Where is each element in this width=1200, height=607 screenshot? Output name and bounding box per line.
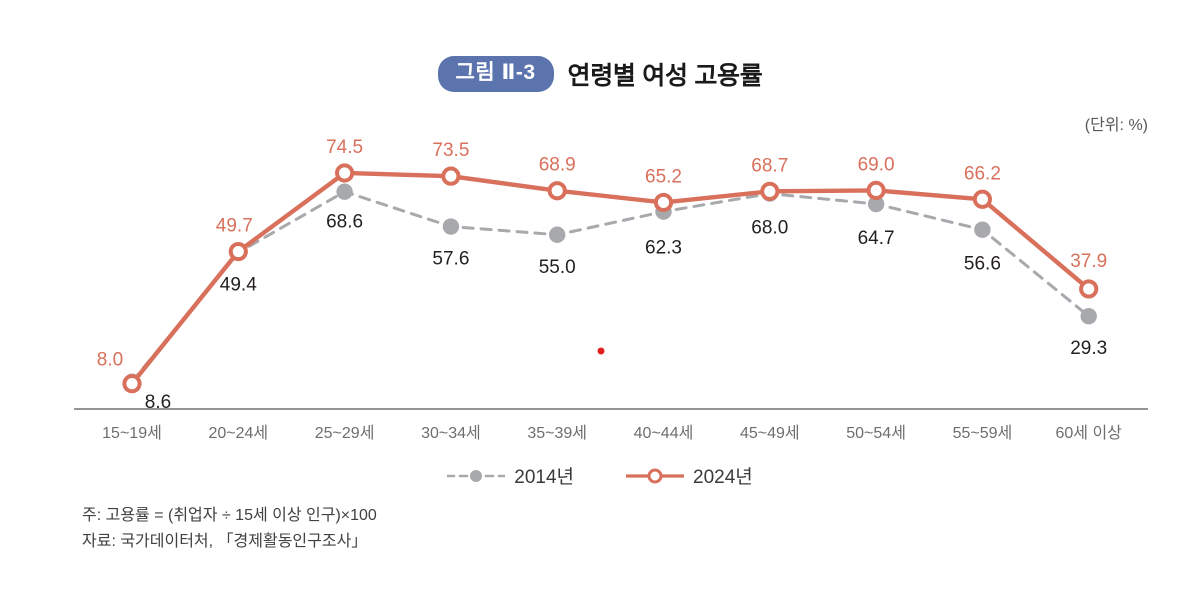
legend-item-2024[interactable]: 2024년 <box>626 462 753 489</box>
footnote-note: 주: 고용률 = (취업자 ÷ 15세 이상 인구)×100 <box>82 507 377 524</box>
svg-text:57.6: 57.6 <box>432 249 469 270</box>
series-2024-markers <box>122 163 1099 394</box>
legend-swatch-2024-icon <box>626 468 684 483</box>
svg-text:50~54세: 50~54세 <box>846 424 906 442</box>
line-chart: 8.649.468.657.6 55.062.368.0 64.756.629.3 … <box>74 137 1148 442</box>
legend-label-2024: 2024년 <box>693 467 753 488</box>
chart-legend: 2014년 2024년 <box>0 462 1200 489</box>
stray-dot-marker <box>597 347 605 355</box>
svg-text:69.0: 69.0 <box>858 154 895 175</box>
footnote-source: 자료: 국가데이터처, 「경제활동인구조사」 <box>82 533 368 551</box>
series-2024 <box>129 170 1091 386</box>
svg-text:8.6: 8.6 <box>145 392 171 413</box>
svg-text:25~29세: 25~29세 <box>315 424 375 442</box>
svg-text:40~44세: 40~44세 <box>634 424 694 442</box>
svg-text:20~24세: 20~24세 <box>208 424 268 442</box>
svg-text:45~49세: 45~49세 <box>740 424 800 442</box>
svg-text:68.0: 68.0 <box>751 218 788 239</box>
legend-swatch-2014-icon <box>447 469 506 482</box>
svg-text:35~39세: 35~39세 <box>527 424 587 442</box>
svg-text:30~34세: 30~34세 <box>421 424 481 442</box>
series-2014-markers <box>123 183 1097 390</box>
figure-number-badge: 그림 Ⅱ-3 <box>437 56 554 92</box>
svg-text:62.3: 62.3 <box>645 238 682 259</box>
svg-text:68.7: 68.7 <box>751 155 788 176</box>
series-2024-value-labels: 8.0 49.7 74.5 73.5 68.9 65.2 68.7 69.0 66.2 37.9 <box>97 137 1107 371</box>
svg-text:64.7: 64.7 <box>858 228 895 249</box>
svg-text:49.4: 49.4 <box>220 275 257 296</box>
x-axis-tick-labels: 15~19세 20~24세 25~29세 30~34세 35~39세 40~44세 45~4… <box>102 424 1122 442</box>
svg-text:29.3: 29.3 <box>1070 338 1107 359</box>
unit-label: (단위: %) <box>1084 117 1148 134</box>
svg-text:49.7: 49.7 <box>216 216 253 237</box>
svg-text:55~59세: 55~59세 <box>953 424 1013 442</box>
series-2014 <box>130 190 1091 384</box>
svg-text:8.0: 8.0 <box>97 350 123 371</box>
svg-text:65.2: 65.2 <box>645 166 682 187</box>
svg-text:55.0: 55.0 <box>539 257 576 278</box>
svg-text:73.5: 73.5 <box>432 140 469 161</box>
page-title: 연령별 여성 고용률 <box>567 62 763 90</box>
series-2014-value-labels: 8.6 49.4 68.6 57.6 55.0 62.3 68.0 64.7 56.6 29.3 <box>145 212 1107 413</box>
svg-text:74.5: 74.5 <box>326 137 363 158</box>
legend-label-2014: 2014년 <box>514 467 574 488</box>
svg-text:68.6: 68.6 <box>326 212 363 233</box>
footnotes: 주: 고용률 = (취업자 ÷ 15세 이상 인구)×100 자료: 국가데이터… <box>82 503 377 556</box>
figure-header: 그림 Ⅱ-3 연령별 여성 고용률 <box>0 56 1200 92</box>
legend-item-2014[interactable]: 2014년 <box>447 462 574 489</box>
svg-text:37.9: 37.9 <box>1070 251 1107 272</box>
chart-container: 8.6 49.4 68.6 57.6 55.0 62.3 68.0 64.7 56.6 29.3 … <box>74 137 1148 442</box>
svg-text:68.9: 68.9 <box>539 155 576 176</box>
svg-text:66.2: 66.2 <box>964 163 1001 184</box>
svg-text:56.6: 56.6 <box>964 254 1001 275</box>
svg-text:60세 이상: 60세 이상 <box>1055 424 1122 442</box>
svg-text:15~19세: 15~19세 <box>102 424 162 442</box>
